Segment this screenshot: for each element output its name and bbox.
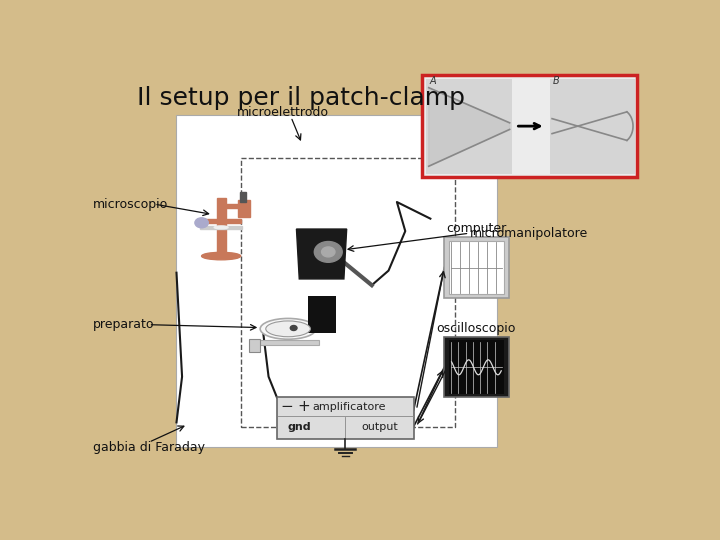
Polygon shape xyxy=(428,87,510,166)
Text: gnd: gnd xyxy=(287,422,311,433)
Text: +: + xyxy=(297,399,310,414)
Bar xyxy=(249,339,260,352)
Text: oscilloscopio: oscilloscopio xyxy=(437,321,516,334)
Bar xyxy=(238,200,250,217)
Bar xyxy=(240,192,246,202)
Polygon shape xyxy=(297,229,347,279)
Bar xyxy=(422,75,637,177)
Bar xyxy=(240,158,456,427)
Text: microelettrodo: microelettrodo xyxy=(236,106,328,119)
Text: amplificatore: amplificatore xyxy=(312,402,386,411)
Bar xyxy=(200,226,243,229)
Ellipse shape xyxy=(202,252,240,260)
Text: microscopio: microscopio xyxy=(93,198,168,211)
Bar xyxy=(444,238,508,298)
Bar xyxy=(307,295,336,333)
Ellipse shape xyxy=(214,226,228,229)
Bar xyxy=(550,78,635,174)
Bar xyxy=(202,219,240,223)
Bar xyxy=(449,241,504,294)
Circle shape xyxy=(315,241,342,262)
Bar xyxy=(217,198,225,256)
Bar xyxy=(258,341,319,346)
Circle shape xyxy=(322,247,335,257)
Bar xyxy=(218,204,249,208)
Bar xyxy=(444,337,508,397)
Bar xyxy=(176,114,498,447)
Text: A: A xyxy=(430,76,436,85)
Text: Il setup per il patch-clamp: Il setup per il patch-clamp xyxy=(138,85,465,110)
Bar xyxy=(449,341,504,394)
Text: micromanipolatore: micromanipolatore xyxy=(469,227,588,240)
Circle shape xyxy=(290,326,297,330)
Text: output: output xyxy=(361,422,399,433)
Text: gabbia di Faraday: gabbia di Faraday xyxy=(93,441,204,454)
Text: preparato: preparato xyxy=(93,318,154,331)
Ellipse shape xyxy=(266,321,310,337)
Bar xyxy=(277,397,414,439)
Text: −: − xyxy=(281,399,293,414)
Text: B: B xyxy=(553,76,560,85)
Text: computer: computer xyxy=(446,222,507,235)
Ellipse shape xyxy=(260,319,316,339)
Bar xyxy=(426,78,513,174)
Circle shape xyxy=(195,218,208,228)
